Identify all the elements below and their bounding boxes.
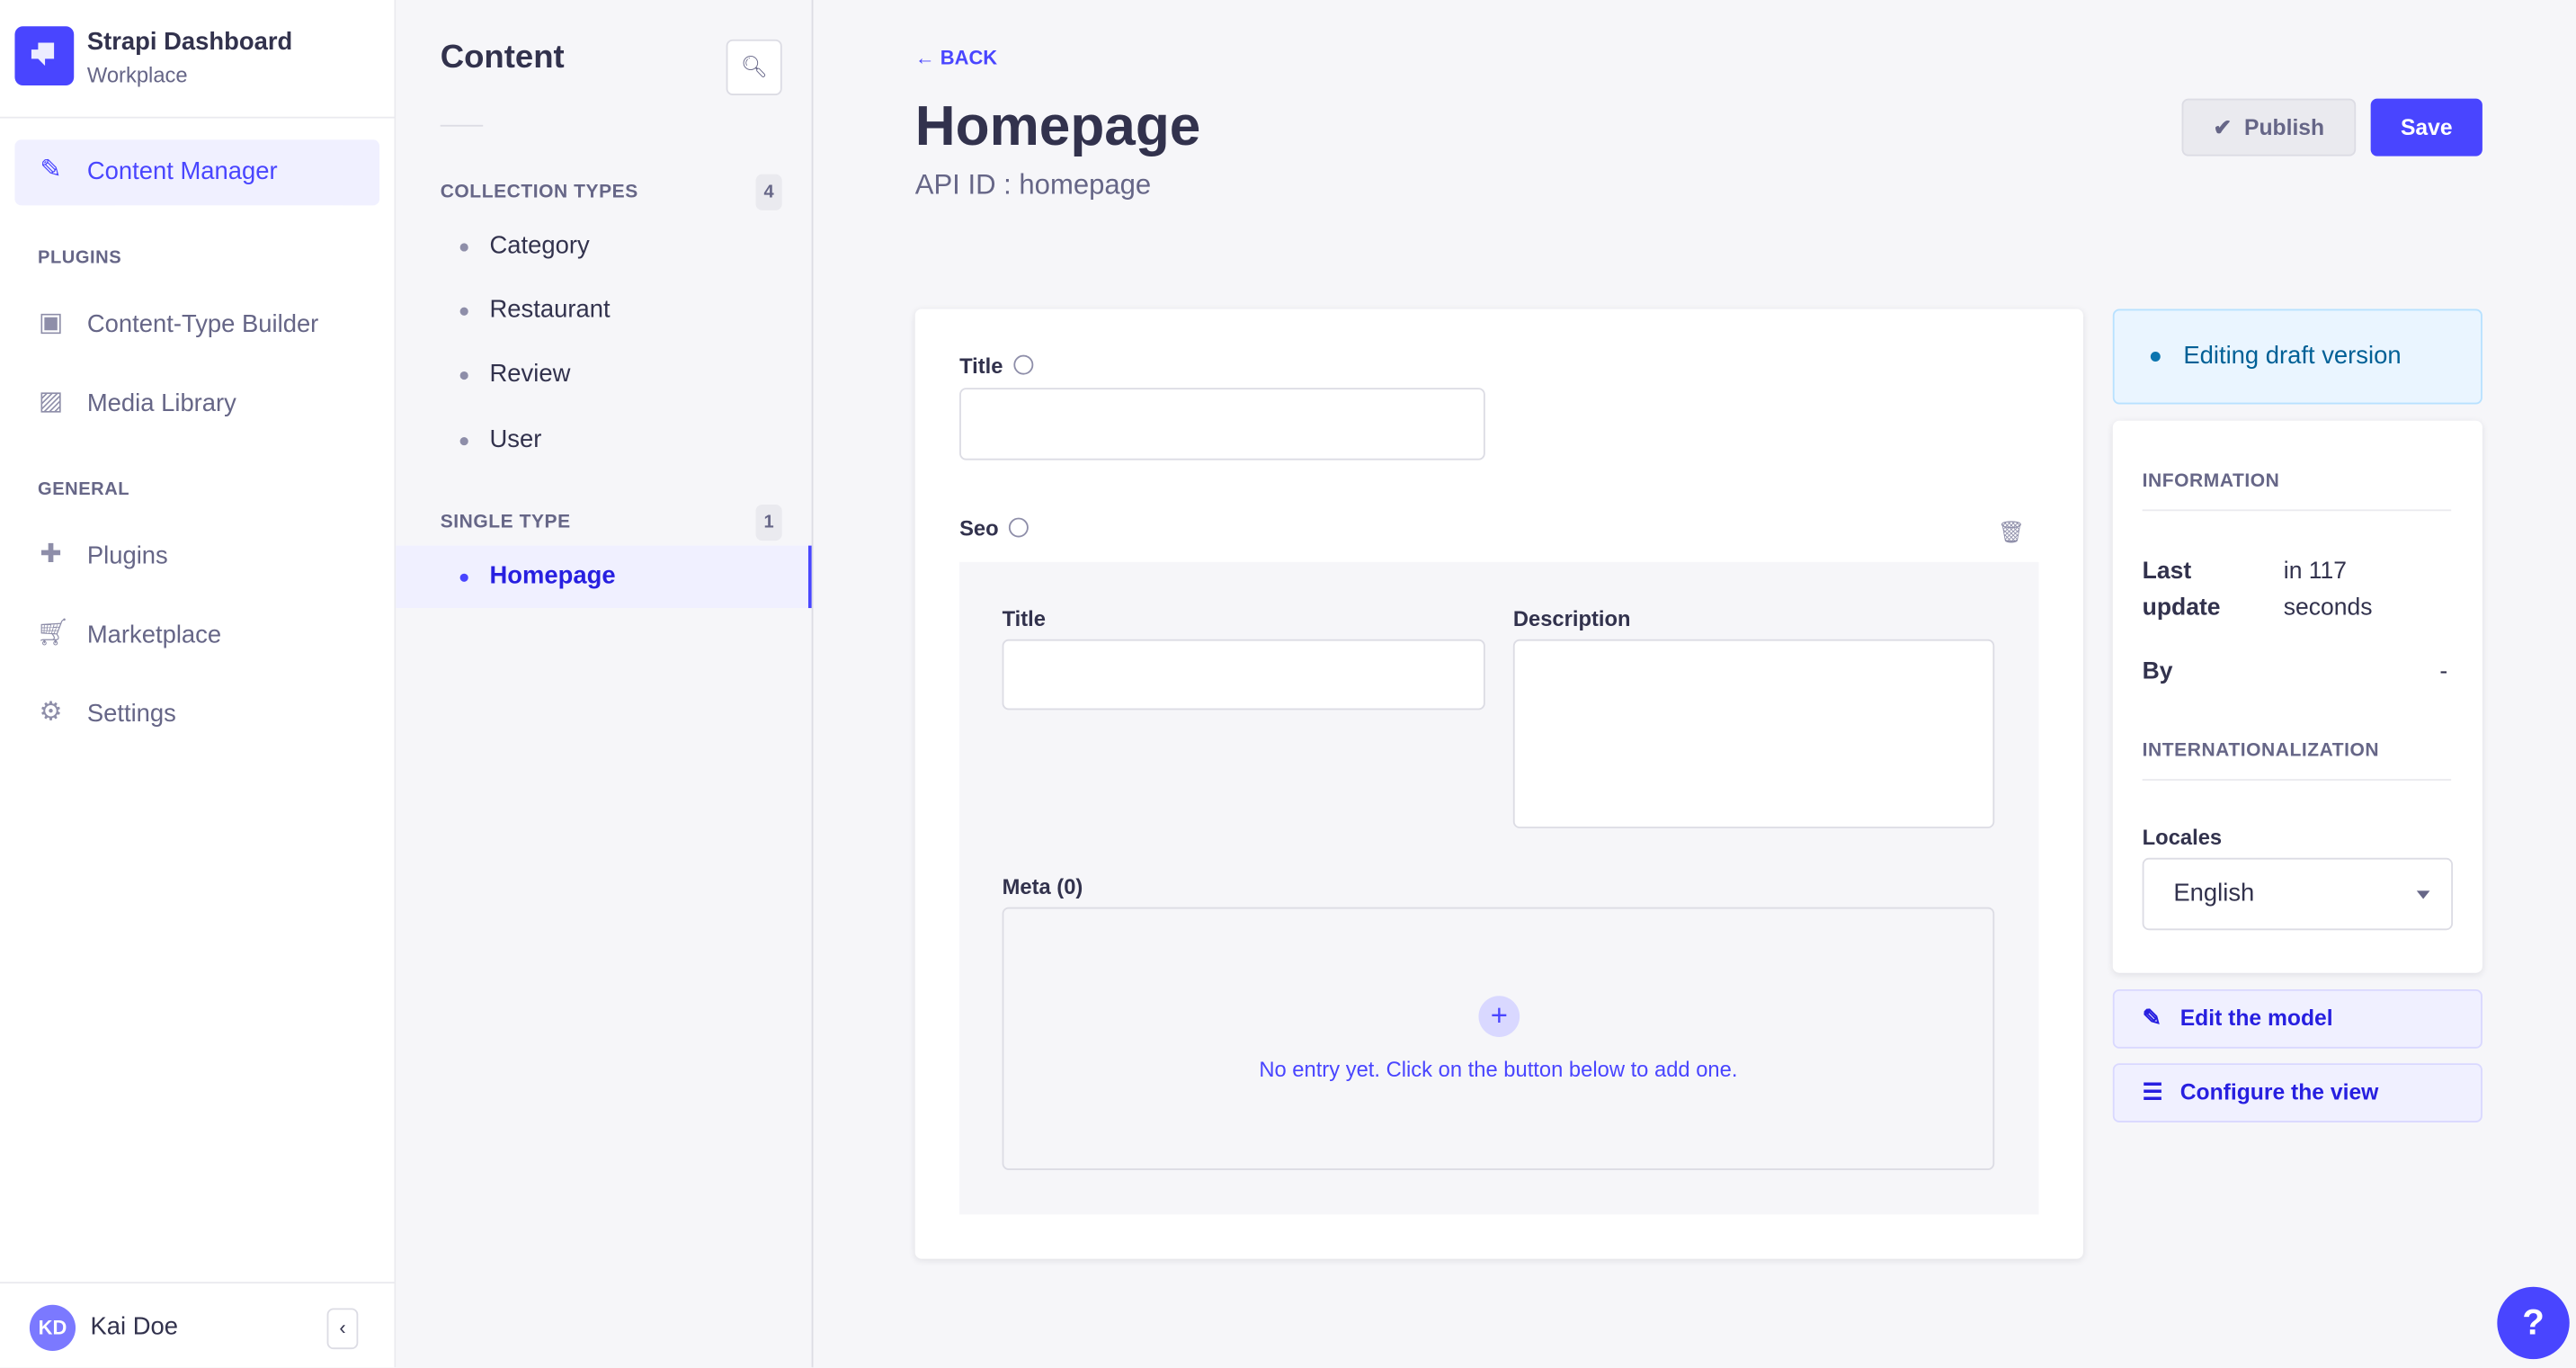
section-plugins: PLUGINS	[38, 247, 122, 268]
divider	[0, 1282, 395, 1284]
bullet-icon	[459, 437, 468, 446]
subnav-item-review[interactable]: Review	[489, 360, 571, 389]
last-update-value: in 117 seconds	[2283, 559, 2373, 621]
divider	[440, 124, 484, 127]
strapi-logo	[14, 26, 75, 86]
single-type-heading[interactable]: SINGLE TYPE	[440, 513, 571, 533]
globe-icon	[1008, 517, 1029, 538]
collection-count-badge: 4	[755, 174, 782, 210]
status-dot-icon	[2150, 352, 2161, 362]
feather-icon: ✎	[40, 156, 62, 184]
meta-empty-state	[1002, 907, 1995, 1170]
nav-item-media-library[interactable]: Media Library	[86, 389, 236, 418]
nav-item-content-manager[interactable]	[14, 139, 380, 206]
nav-item-label[interactable]: Content Manager	[86, 157, 278, 186]
subnav-title: Content	[440, 39, 565, 76]
configure-view-button[interactable]: ☰ Configure the view	[2112, 1063, 2482, 1122]
globe-icon	[1012, 354, 1033, 375]
seo-label: Seo	[959, 516, 1029, 541]
meta-label: Meta (0)	[1002, 874, 1083, 899]
content-subnav: Content 🔍︎ COLLECTION TYPES 4 Category R…	[396, 0, 814, 1368]
back-label: BACK	[940, 46, 998, 69]
check-icon: ✔	[2213, 114, 2245, 140]
by-value: -	[2439, 658, 2448, 685]
title-label: Title	[959, 353, 1033, 378]
user-name[interactable]: Kai Doe	[90, 1312, 179, 1341]
subnav-item-user[interactable]: User	[489, 425, 542, 454]
title-input[interactable]	[959, 388, 1485, 460]
single-count-badge: 1	[755, 504, 782, 541]
draft-status-banner: Editing draft version	[2112, 308, 2482, 405]
locale-value: English	[2173, 879, 2255, 908]
divider	[0, 116, 395, 119]
seo-title-input[interactable]	[1002, 639, 1485, 711]
bullet-icon	[459, 371, 468, 380]
bullet-icon	[459, 307, 468, 316]
cart-icon: 🛒︎	[36, 619, 70, 648]
locale-select[interactable]: English	[2142, 857, 2454, 931]
app-title: Strapi Dashboard	[86, 28, 293, 57]
back-link[interactable]: ← BACK	[915, 46, 997, 69]
page-title: Homepage	[914, 94, 1201, 158]
nav-item-plugins[interactable]: Plugins	[86, 541, 168, 571]
search-icon: 🔍︎	[740, 54, 768, 79]
plus-icon: +	[1490, 998, 1508, 1033]
image-icon: ▨	[38, 388, 64, 416]
puzzle-icon: ✚	[40, 541, 62, 569]
subnav-item-category[interactable]: Category	[489, 231, 590, 260]
list-icon: ☰	[2142, 1077, 2163, 1104]
search-button[interactable]: 🔍︎	[726, 39, 782, 95]
chevron-left-icon: ‹	[339, 1316, 346, 1340]
configure-view-label: Configure the view	[2179, 1079, 2379, 1104]
seo-description-textarea[interactable]	[1512, 639, 1995, 828]
divider	[2142, 779, 2452, 781]
workplace-label: Workplace	[86, 62, 188, 87]
caret-down-icon	[2416, 890, 2430, 905]
layout-icon: ▣	[38, 308, 64, 337]
save-button[interactable]: Save	[2370, 98, 2482, 156]
collapse-nav-button[interactable]: ‹	[326, 1308, 359, 1350]
edit-model-label: Edit the model	[2179, 1006, 2333, 1031]
seo-title-label: Title	[1002, 606, 1047, 631]
edit-model-button[interactable]: ✎ Edit the model	[2112, 988, 2482, 1049]
publish-label: Publish	[2244, 114, 2325, 140]
last-update-label: Last update	[2142, 559, 2221, 621]
pencil-icon: ✎	[2142, 1004, 2162, 1031]
main-nav: Strapi Dashboard Workplace ✎ Content Man…	[0, 0, 397, 1368]
locales-label: Locales	[2142, 825, 2223, 850]
information-panel: INFORMATION Last update in 117 seconds B…	[2112, 420, 2482, 973]
publish-button[interactable]: ✔ Publish	[2181, 98, 2357, 156]
divider	[2142, 509, 2452, 512]
collection-types-heading[interactable]: COLLECTION TYPES	[440, 182, 638, 202]
nav-item-settings[interactable]: Settings	[86, 700, 176, 729]
bullet-icon	[459, 243, 468, 252]
information-heading: INFORMATION	[2142, 471, 2280, 492]
add-meta-button[interactable]: +	[1478, 996, 1520, 1037]
subnav-item-homepage[interactable]: Homepage	[489, 561, 616, 590]
draft-status-text: Editing draft version	[2183, 342, 2402, 371]
i18n-heading: INTERNATIONALIZATION	[2142, 741, 2380, 761]
seo-description-label: Description	[1512, 606, 1631, 631]
bullet-icon	[459, 573, 468, 582]
trash-icon[interactable]: 🗑︎	[1997, 519, 2026, 544]
by-label: By	[2142, 658, 2173, 685]
subnav-item-restaurant[interactable]: Restaurant	[489, 295, 611, 324]
api-id: API ID : homepage	[914, 169, 1152, 201]
nav-item-marketplace[interactable]: Marketplace	[86, 621, 222, 649]
section-general: GENERAL	[38, 479, 130, 500]
arrow-left-icon: ←	[914, 46, 940, 69]
avatar[interactable]: KD	[29, 1304, 76, 1351]
meta-empty-text: No entry yet. Click on the button below …	[1259, 1056, 1738, 1082]
gear-icon: ⚙	[39, 698, 63, 727]
nav-item-content-type-builder[interactable]: Content-Type Builder	[86, 310, 319, 339]
help-button[interactable]: ?	[2497, 1286, 2570, 1360]
